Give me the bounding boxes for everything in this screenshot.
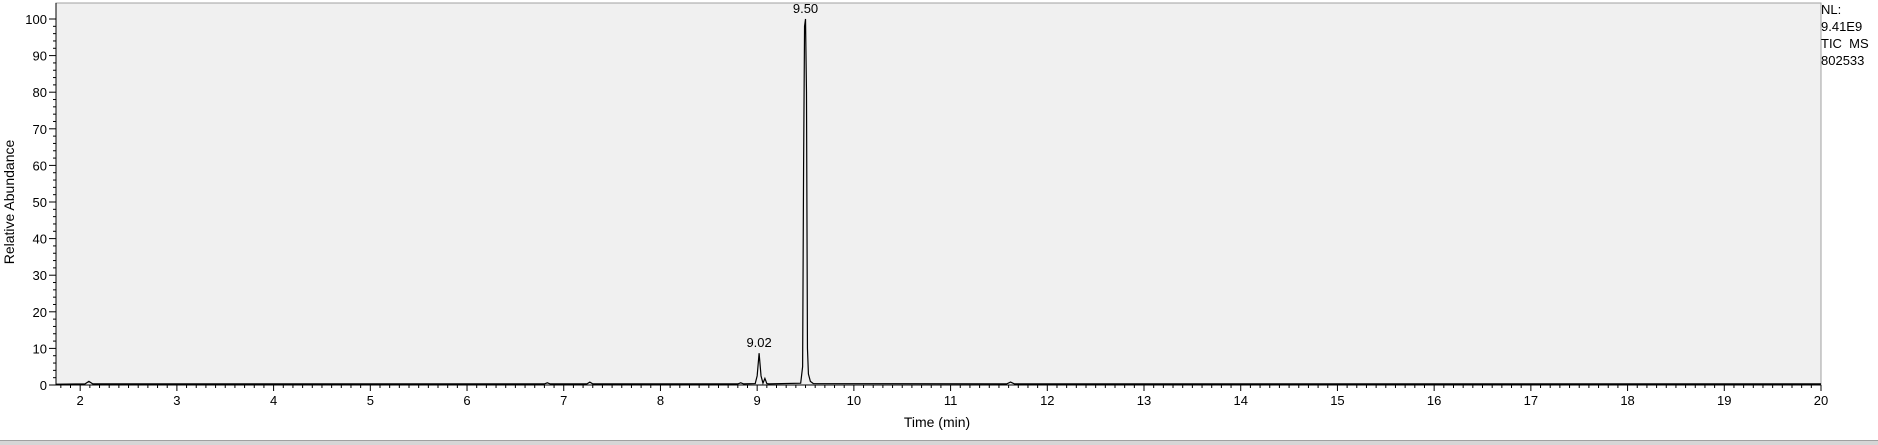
x-tick-label: 8 <box>657 393 664 408</box>
axes: 2 3 4 5 6 7 8 9 10 11 12 13 14 15 16 17 18 19 20 0 10 20 30 40 5… <box>25 3 1828 408</box>
peak-label: 9.02 <box>746 335 771 350</box>
data-series <box>55 18 1821 386</box>
trace-info: NL: 9.41E9 TIC MS 802533 <box>1821 1 1869 69</box>
x-tick-label: 19 <box>1717 393 1731 408</box>
x-tick-label: 10 <box>847 393 861 408</box>
x-tick-label: 18 <box>1620 393 1634 408</box>
x-tick-label: 9 <box>754 393 761 408</box>
y-tick-label: 70 <box>33 122 47 137</box>
y-tick-label: 0 <box>40 378 47 393</box>
normalization-label: NL: <box>1821 2 1842 17</box>
y-tick-label: 40 <box>33 232 47 247</box>
x-tick-label: 7 <box>560 393 567 408</box>
y-axis-label: Relative Abundance <box>1 140 17 265</box>
x-tick-label: 2 <box>77 393 84 408</box>
x-tick-label: 11 <box>944 393 958 408</box>
file-id: 802533 <box>1821 53 1865 68</box>
y-tick-label: 30 <box>33 268 47 283</box>
x-tick-label: 6 <box>463 393 470 408</box>
x-tick-label: 4 <box>270 393 277 408</box>
x-axis-label: Time (min) <box>904 414 970 430</box>
x-tick-label: 3 <box>173 393 180 408</box>
x-tick-label: 12 <box>1040 393 1054 408</box>
x-tick-label: 20 <box>1814 393 1828 408</box>
peak-label: 9.50 <box>793 1 818 16</box>
trace-type: TIC MS <box>1821 36 1869 51</box>
bottom-border <box>0 440 1878 445</box>
y-tick-label: 80 <box>33 85 47 100</box>
x-tick-label: 17 <box>1524 393 1538 408</box>
y-tick-label: 60 <box>33 158 47 173</box>
x-tick-label: 16 <box>1427 393 1441 408</box>
x-tick-label: 14 <box>1233 393 1247 408</box>
y-tick-label: 90 <box>33 49 47 64</box>
y-tick-label: 100 <box>25 12 47 27</box>
y-tick-label: 50 <box>33 195 47 210</box>
series-line-0 <box>55 18 1821 386</box>
y-tick-label: 10 <box>33 341 47 356</box>
normalization-value: 9.41E9 <box>1821 19 1863 34</box>
x-tick-label: 15 <box>1330 393 1344 408</box>
x-tick-label: 13 <box>1137 393 1151 408</box>
y-tick-label: 20 <box>33 305 47 320</box>
plot-area <box>55 2 1822 386</box>
x-tick-label: 5 <box>367 393 374 408</box>
peak-annotations: 9.02 9.50 <box>746 1 818 350</box>
